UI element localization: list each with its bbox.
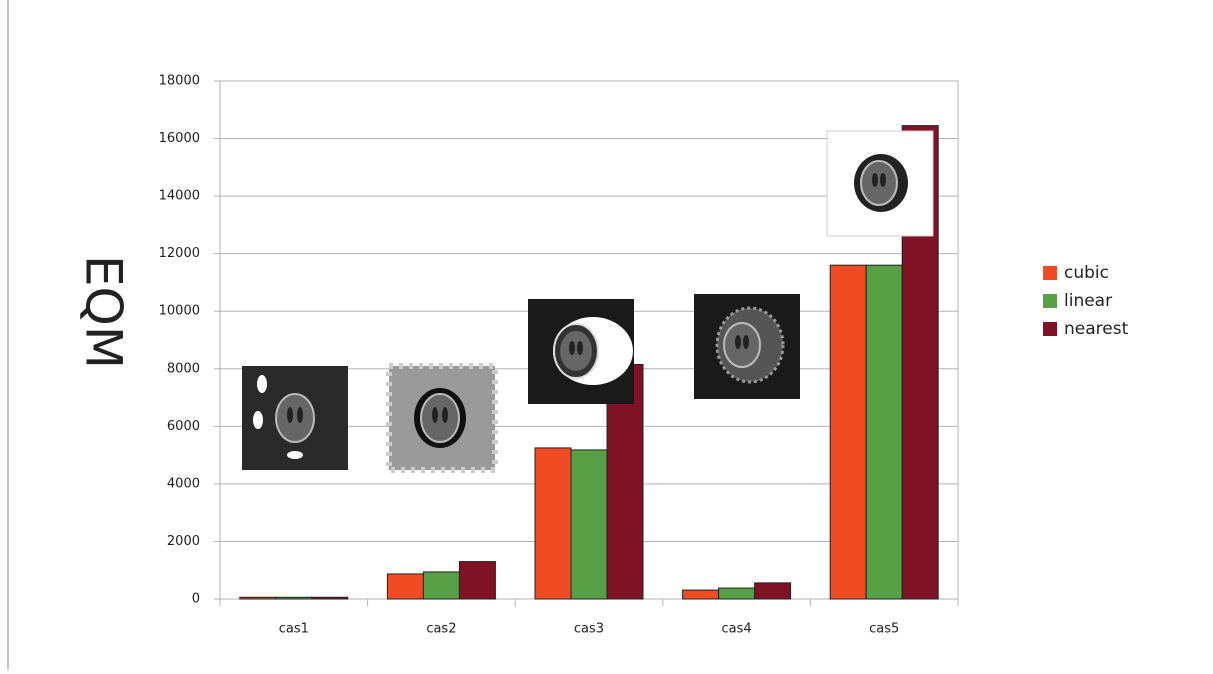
bar [682,589,720,600]
y-tick-label: 2000 [167,534,200,549]
bar [422,571,460,600]
thumbnail [694,294,800,399]
thumbnail [242,366,348,470]
legend-label: cubic [1064,263,1109,283]
y-tick-label: 12000 [159,246,200,261]
legend-swatch [1043,294,1057,308]
legend-swatch [1043,266,1057,280]
bar [239,596,277,600]
legend-swatch [1043,322,1057,336]
y-axis-label: EQM [75,255,133,369]
bar [311,596,349,600]
bar [570,449,608,600]
legend-label: linear [1064,291,1112,311]
x-tick-label: cas5 [869,622,899,637]
bar [458,561,496,600]
y-tick-label: 6000 [167,419,200,434]
bar [534,447,572,600]
bar [829,264,867,600]
thumbnail [528,299,634,404]
y-tick-label: 4000 [167,476,200,491]
bar [754,582,792,600]
legend-label: nearest [1064,319,1129,339]
bar [865,264,903,600]
y-tick-label: 14000 [159,189,200,204]
x-tick-label: cas3 [574,622,604,637]
y-tick-label: 10000 [159,304,200,319]
bar [718,587,756,600]
x-tick-label: cas1 [279,622,309,637]
bar [386,573,424,600]
x-tick-label: cas2 [426,622,456,637]
thumbnail [826,130,934,237]
bar [275,596,313,600]
y-tick-label: 0 [192,592,200,607]
thumbnail [386,363,498,473]
thumbnails [242,130,934,473]
y-tick-label: 16000 [159,131,200,146]
y-tick-label: 8000 [167,361,200,376]
x-tick-label: cas4 [722,622,752,637]
y-tick-label: 18000 [159,74,200,89]
